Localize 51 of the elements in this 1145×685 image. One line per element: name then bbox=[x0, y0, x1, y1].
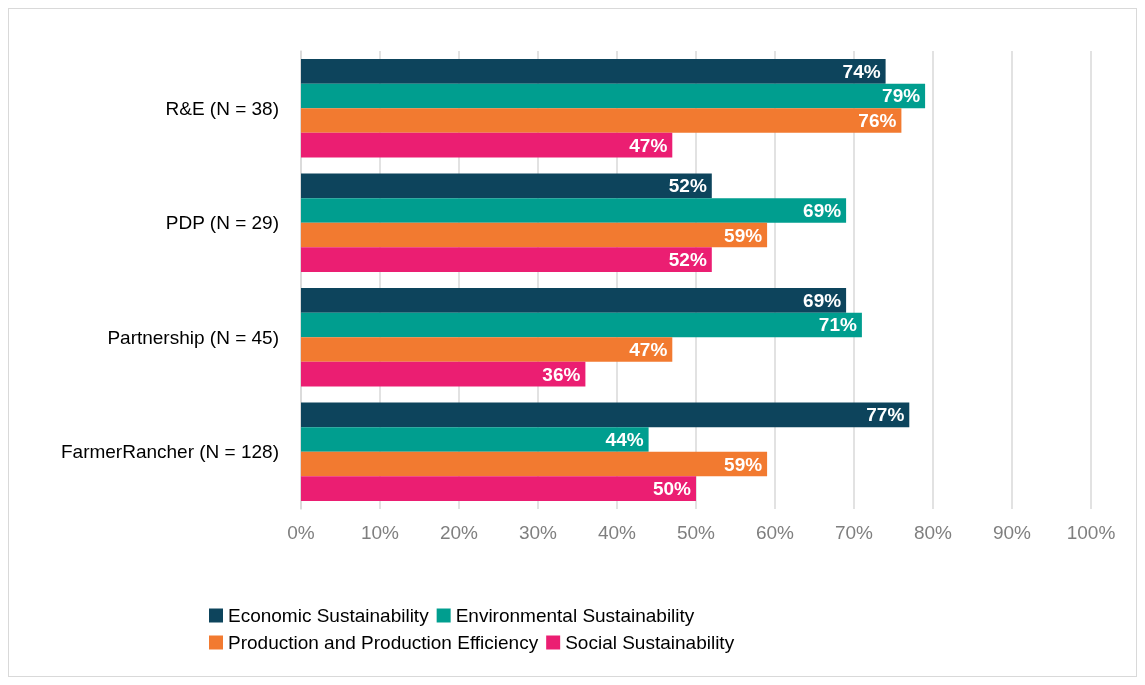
data-label: 71% bbox=[818, 314, 857, 336]
x-tick-label: 60% bbox=[755, 522, 795, 543]
bar bbox=[301, 476, 696, 501]
data-label: 47% bbox=[629, 339, 668, 361]
data-label: 52% bbox=[668, 175, 707, 197]
legend-label: Social Sustainability bbox=[565, 632, 735, 653]
bar bbox=[301, 427, 649, 452]
data-label: 44% bbox=[605, 428, 644, 450]
bar bbox=[301, 132, 673, 158]
bar bbox=[301, 402, 910, 428]
bar bbox=[301, 198, 847, 223]
bar bbox=[301, 288, 847, 313]
data-label: 77% bbox=[866, 404, 905, 426]
data-label: 47% bbox=[629, 134, 668, 156]
y-tick-label: Partnership (N = 45) bbox=[107, 326, 279, 348]
y-tick-label: R&E (N = 38) bbox=[165, 97, 279, 119]
y-tick-label: PDP (N = 29) bbox=[165, 212, 279, 234]
data-label: 59% bbox=[724, 453, 763, 475]
bar bbox=[301, 451, 768, 477]
data-label: 76% bbox=[858, 110, 897, 132]
x-tick-label: 40% bbox=[597, 522, 637, 543]
data-label: 69% bbox=[803, 199, 842, 221]
data-label: 59% bbox=[724, 224, 763, 246]
bar bbox=[301, 312, 862, 338]
x-tick-label: 70% bbox=[834, 522, 874, 543]
data-label: 52% bbox=[668, 249, 707, 271]
x-tick-label: 50% bbox=[676, 522, 716, 543]
x-tick-label: 80% bbox=[913, 522, 953, 543]
legend-label: Environmental Sustainability bbox=[455, 605, 695, 626]
data-label: 69% bbox=[803, 289, 842, 311]
x-tick-label: 90% bbox=[992, 522, 1032, 543]
legend-label: Production and Production Efficiency bbox=[228, 632, 539, 653]
bar bbox=[301, 59, 886, 84]
bar bbox=[301, 361, 586, 387]
x-tick-label: 0% bbox=[287, 522, 315, 543]
legend-label: Economic Sustainability bbox=[228, 605, 430, 626]
bar bbox=[301, 108, 902, 133]
bar bbox=[301, 222, 768, 248]
y-tick-label: FarmerRancher (N = 128) bbox=[60, 441, 279, 463]
x-tick-label: 20% bbox=[439, 522, 479, 543]
x-tick-label: 100% bbox=[1066, 522, 1116, 543]
data-label: 79% bbox=[882, 85, 921, 107]
data-label: 36% bbox=[542, 363, 581, 385]
bar bbox=[301, 337, 673, 362]
data-label: 50% bbox=[652, 478, 692, 500]
bar bbox=[301, 247, 712, 272]
data-label: 74% bbox=[842, 60, 881, 82]
x-tick-label: 10% bbox=[360, 522, 400, 543]
x-tick-label: 30% bbox=[518, 522, 558, 543]
bar bbox=[301, 83, 926, 109]
bar bbox=[301, 173, 712, 199]
